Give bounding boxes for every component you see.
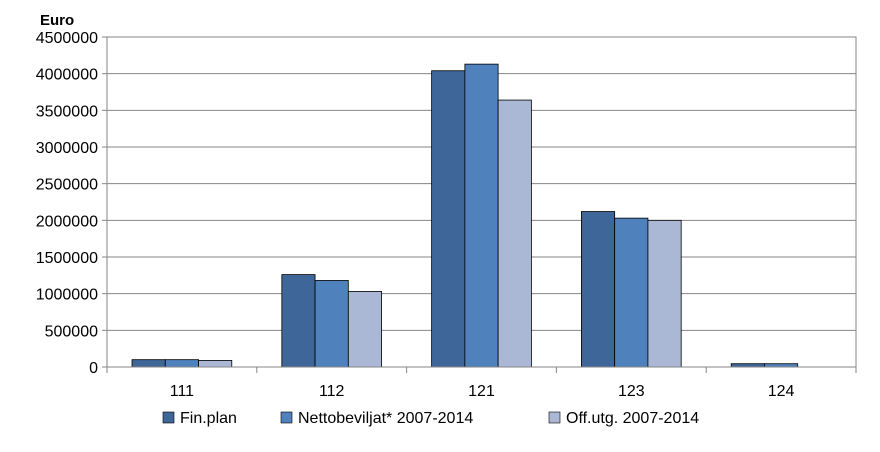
y-tick-label: 3000000 [36, 140, 98, 157]
y-tick-label: 500000 [45, 323, 98, 340]
y-tick-label: 0 [89, 360, 98, 377]
x-tick-label: 124 [768, 383, 795, 400]
y-tick-label: 3500000 [36, 103, 98, 120]
y-tick-label: 2000000 [36, 213, 98, 230]
y-axis-ticks: 0 500000 1000000 1500000 2000000 2500000 30000… [36, 30, 107, 377]
x-tick-label: 123 [618, 383, 645, 400]
bar [198, 359, 233, 368]
bar [431, 70, 466, 368]
legend-label: Off.utg. 2007-2014 [566, 410, 699, 427]
x-tick-label: 112 [319, 383, 345, 400]
y-tick-label: 4500000 [36, 30, 98, 47]
bar [281, 274, 316, 368]
legend-label: Fin.plan [180, 410, 237, 427]
bars [131, 63, 799, 368]
legend: Fin.plan Nettobeviljat* 2007-2014 Off.utg.… [162, 410, 699, 427]
plot-frame [106, 36, 857, 368]
y-tick-label: 1000000 [36, 287, 98, 304]
bar [581, 211, 616, 368]
x-axis-ticks: 111 112 121 123 124 [106, 367, 857, 400]
legend-swatch [280, 411, 293, 424]
legend-swatch [548, 411, 561, 424]
x-tick-label: 121 [468, 383, 495, 400]
y-tick-label: 1500000 [36, 250, 98, 267]
bar [464, 63, 499, 368]
bar [131, 359, 166, 368]
bar [314, 280, 349, 368]
bar [647, 219, 682, 368]
bar [614, 217, 649, 368]
y-tick-label: 4000000 [36, 67, 98, 84]
bar [164, 359, 199, 368]
y-tick-label: 2500000 [36, 177, 98, 194]
legend-swatch [162, 411, 175, 424]
bar [497, 99, 532, 368]
legend-label: Nettobeviljat* 2007-2014 [298, 410, 473, 427]
y-axis-unit-label: Euro [40, 12, 74, 29]
x-tick-label: 111 [170, 383, 194, 400]
bar [347, 291, 382, 368]
